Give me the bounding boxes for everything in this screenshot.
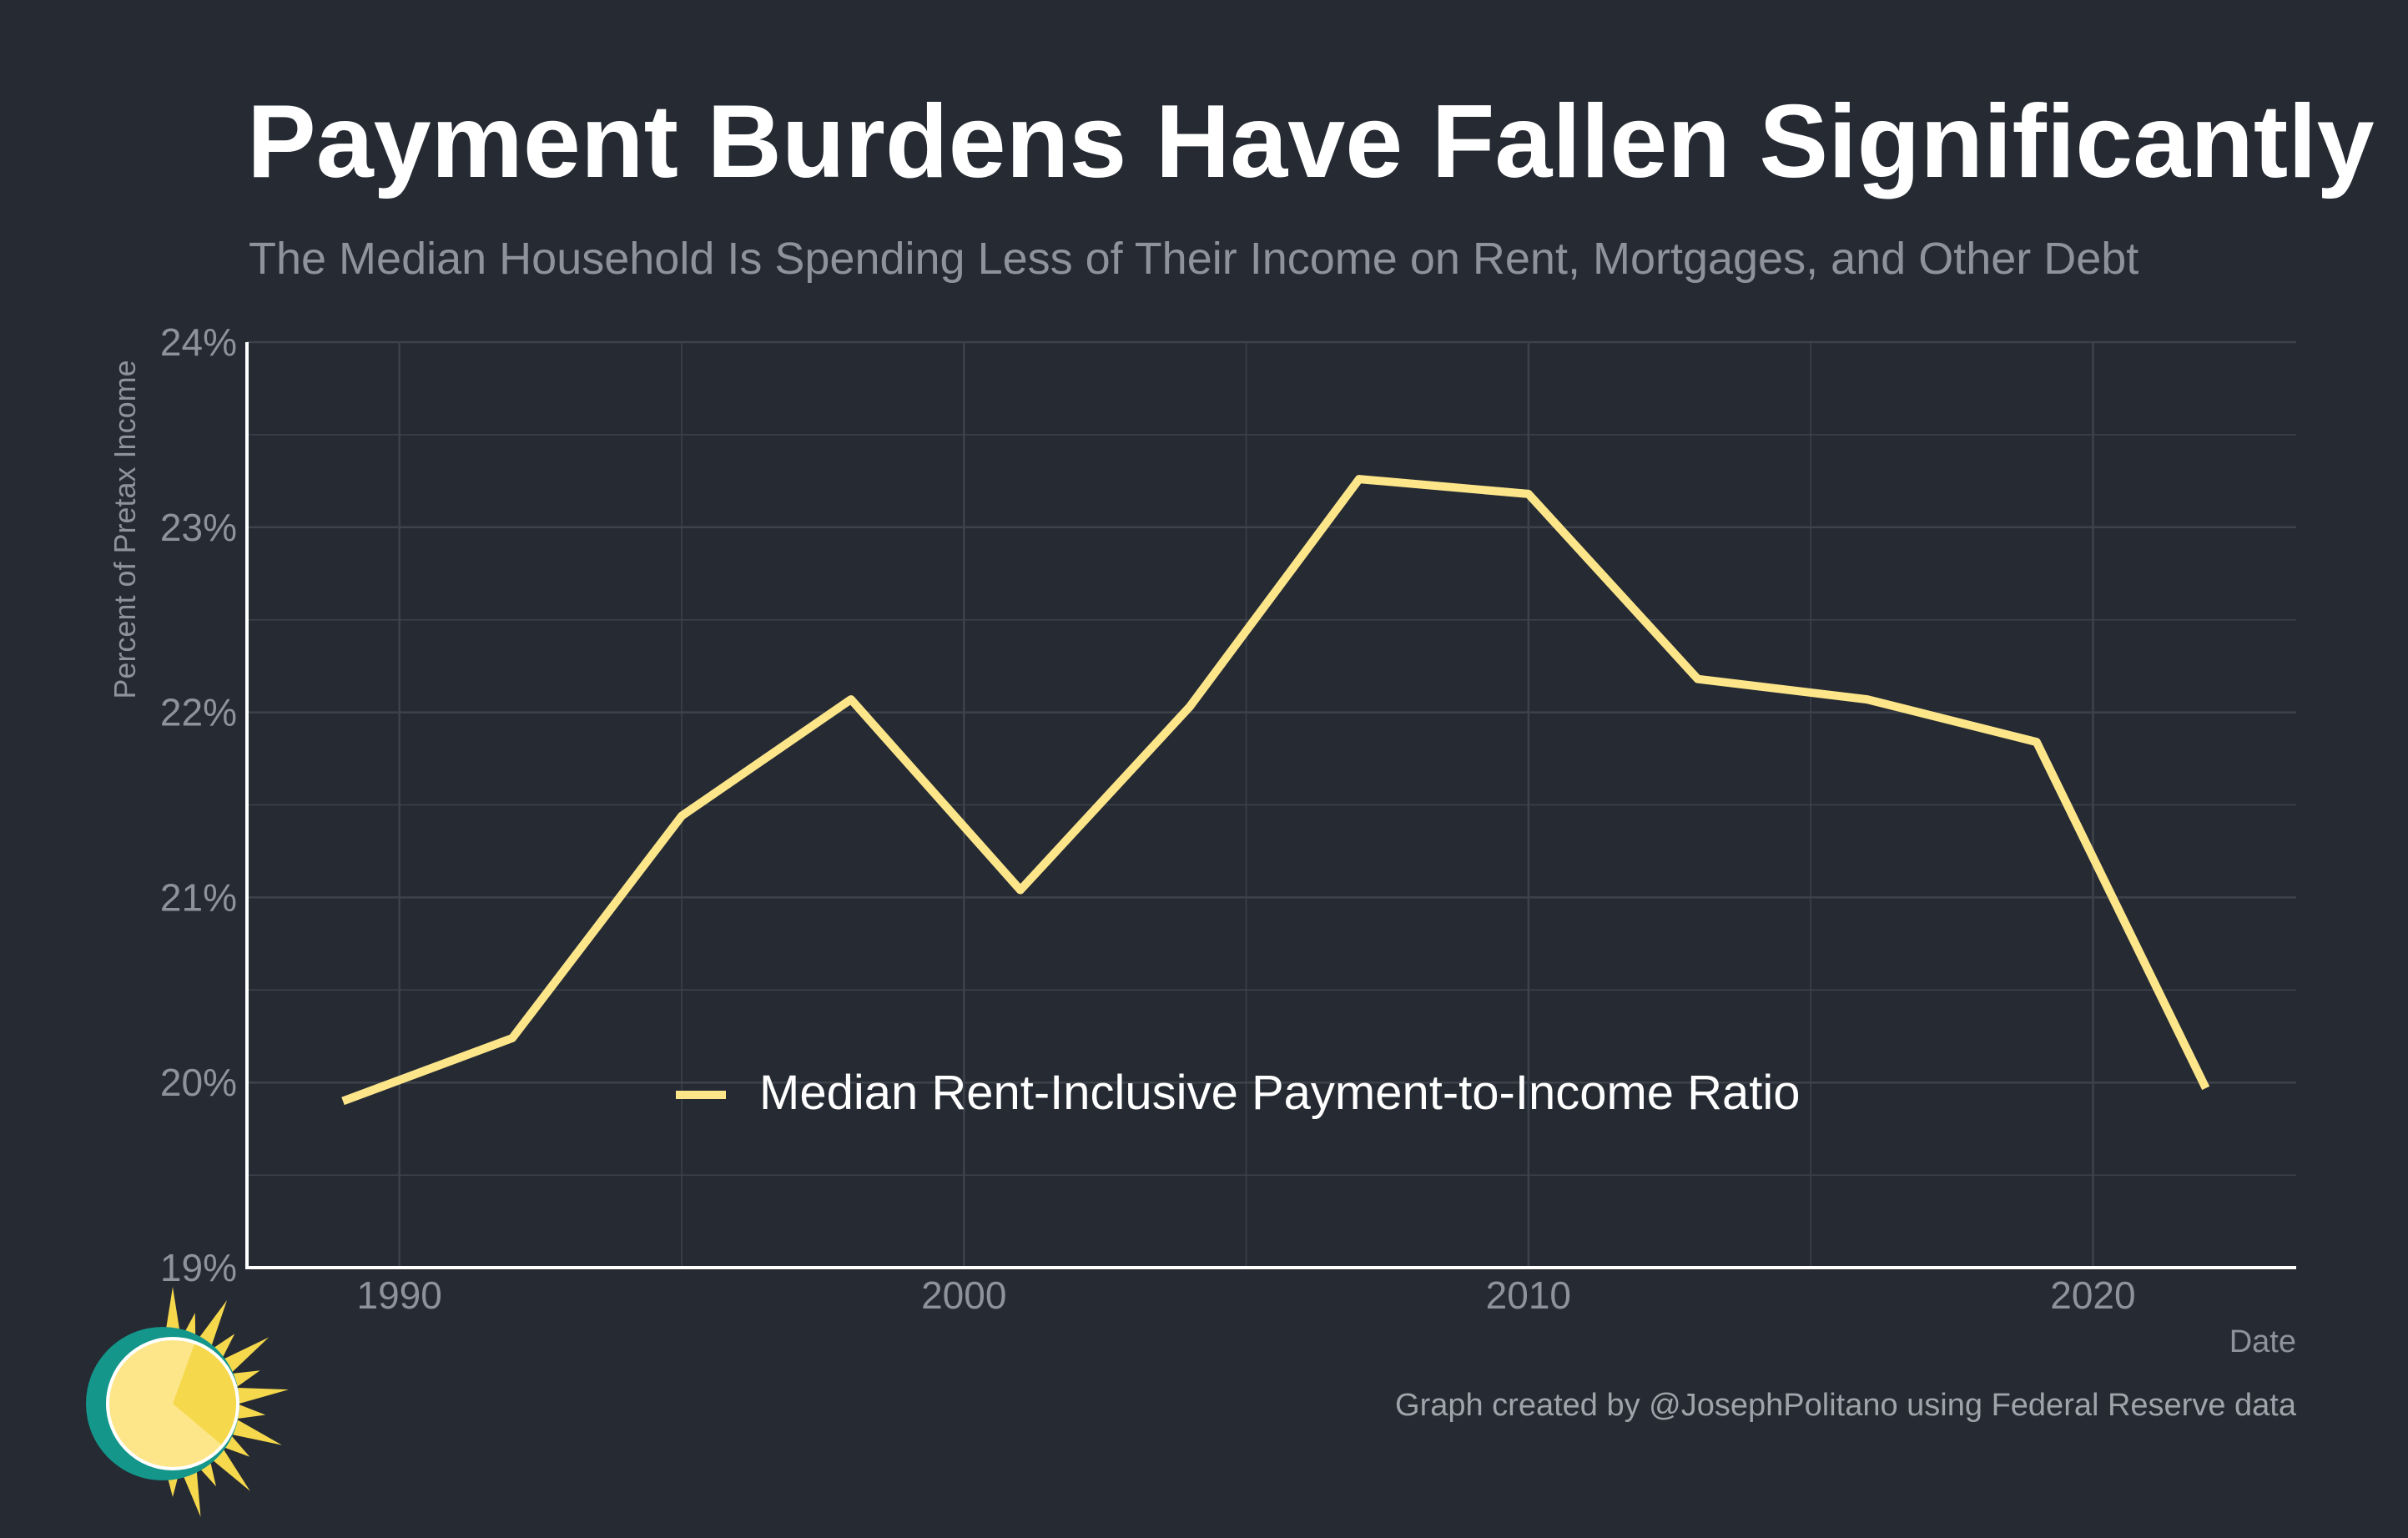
chart-title: Payment Burdens Have Fallen Significantl… [247,84,2375,199]
legend-label: Median Rent-Inclusive Payment-to-Income … [759,1066,1801,1120]
source-caption: Graph created by @JosephPolitano using F… [1395,1388,2296,1423]
y-tick-label: 19% [160,1246,237,1289]
sun-ray [229,1387,289,1406]
y-tick-label: 22% [160,691,237,734]
x-axis-label: Date [2229,1324,2296,1359]
chart-subtitle: The Median Household Is Spending Less of… [249,234,2139,284]
x-tick-label: 2000 [921,1273,1006,1317]
legend: Median Rent-Inclusive Payment-to-Income … [676,1066,1801,1120]
y-tick-label: 20% [160,1061,237,1104]
x-tick-label: 1990 [357,1273,442,1317]
series-line [341,475,2210,1106]
axes [245,342,2296,1269]
sun-icon [86,1287,289,1517]
y-tick-label: 24% [160,320,237,364]
sun-slice [173,1344,237,1445]
y-tick-label: 23% [160,506,237,549]
x-tick-label: 2010 [1486,1273,1571,1317]
grid-minor [247,342,2296,1268]
y-axis-label: Percent of Pretax Income [108,360,142,698]
series-layer [341,475,2210,1106]
sun-ray [223,1415,282,1445]
x-tick-label: 2020 [2050,1273,2135,1317]
tick-labels: 19% 20% 21% 22% 23% 24% 1990 2000 2010 2020 [160,320,2136,1317]
y-tick-label: 21% [160,875,237,919]
